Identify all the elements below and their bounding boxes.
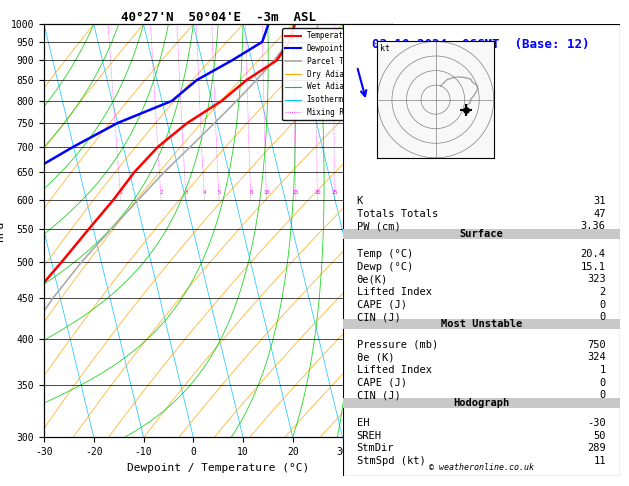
Title: 40°27'N  50°04'E  -3m  ASL: 40°27'N 50°04'E -3m ASL — [121, 11, 316, 24]
Text: 4: 4 — [203, 191, 206, 195]
X-axis label: Dewpoint / Temperature (°C): Dewpoint / Temperature (°C) — [127, 463, 309, 473]
Text: LCL: LCL — [375, 34, 390, 43]
Text: 20: 20 — [314, 191, 321, 195]
Text: 2: 2 — [599, 287, 606, 297]
Text: 15.1: 15.1 — [581, 261, 606, 272]
Text: 1: 1 — [599, 365, 606, 375]
Text: 20.4: 20.4 — [581, 249, 606, 259]
Text: 0: 0 — [599, 299, 606, 310]
Text: -30: -30 — [587, 418, 606, 428]
Text: CIN (J): CIN (J) — [357, 312, 401, 322]
Text: 11: 11 — [593, 456, 606, 466]
Text: CIN (J): CIN (J) — [357, 390, 401, 400]
Text: 0: 0 — [599, 390, 606, 400]
Text: 5: 5 — [218, 191, 221, 195]
Text: 15: 15 — [292, 191, 299, 195]
Text: 289: 289 — [587, 443, 606, 453]
Text: EH: EH — [357, 418, 369, 428]
Bar — [343, 398, 620, 408]
Text: θe(K): θe(K) — [357, 274, 388, 284]
Text: CAPE (J): CAPE (J) — [357, 299, 406, 310]
Legend: Temperature, Dewpoint, Parcel Trajectory, Dry Adiabat, Wet Adiabat, Isotherm, Mi: Temperature, Dewpoint, Parcel Trajectory… — [282, 28, 389, 120]
Text: Surface: Surface — [459, 228, 503, 239]
Text: Hodograph: Hodograph — [453, 398, 509, 408]
Text: 323: 323 — [587, 274, 606, 284]
Text: 10: 10 — [263, 191, 270, 195]
Point — [461, 106, 471, 114]
Text: Most Unstable: Most Unstable — [440, 319, 522, 330]
Text: 03.10.2024  06GMT  (Base: 12): 03.10.2024 06GMT (Base: 12) — [372, 38, 590, 51]
Bar — [343, 319, 620, 330]
Text: θe (K): θe (K) — [357, 352, 394, 363]
Text: kt: kt — [381, 44, 391, 53]
Text: 31: 31 — [593, 196, 606, 206]
Text: 50: 50 — [593, 431, 606, 441]
Text: CAPE (J): CAPE (J) — [357, 378, 406, 388]
Text: 0: 0 — [599, 378, 606, 388]
Text: 750: 750 — [587, 340, 606, 350]
Y-axis label: hPa: hPa — [0, 221, 5, 241]
Text: 324: 324 — [587, 352, 606, 363]
Text: 2: 2 — [160, 191, 163, 195]
Y-axis label: km
ASL: km ASL — [411, 222, 432, 240]
Text: SREH: SREH — [357, 431, 382, 441]
Text: K: K — [357, 196, 363, 206]
Text: 47: 47 — [593, 208, 606, 219]
Text: 0: 0 — [599, 312, 606, 322]
Text: Totals Totals: Totals Totals — [357, 208, 438, 219]
Text: StmSpd (kt): StmSpd (kt) — [357, 456, 425, 466]
Text: Lifted Index: Lifted Index — [357, 287, 431, 297]
Text: 1: 1 — [119, 191, 123, 195]
Text: PW (cm): PW (cm) — [357, 221, 401, 231]
Text: 3.36: 3.36 — [581, 221, 606, 231]
Bar — [343, 228, 620, 239]
Text: 25: 25 — [331, 191, 338, 195]
Text: StmDir: StmDir — [357, 443, 394, 453]
Text: Dewp (°C): Dewp (°C) — [357, 261, 413, 272]
Text: Pressure (mb): Pressure (mb) — [357, 340, 438, 350]
Text: Temp (°C): Temp (°C) — [357, 249, 413, 259]
Text: © weatheronline.co.uk: © weatheronline.co.uk — [429, 463, 533, 472]
Text: 8: 8 — [249, 191, 252, 195]
Text: Lifted Index: Lifted Index — [357, 365, 431, 375]
Text: 3: 3 — [184, 191, 187, 195]
